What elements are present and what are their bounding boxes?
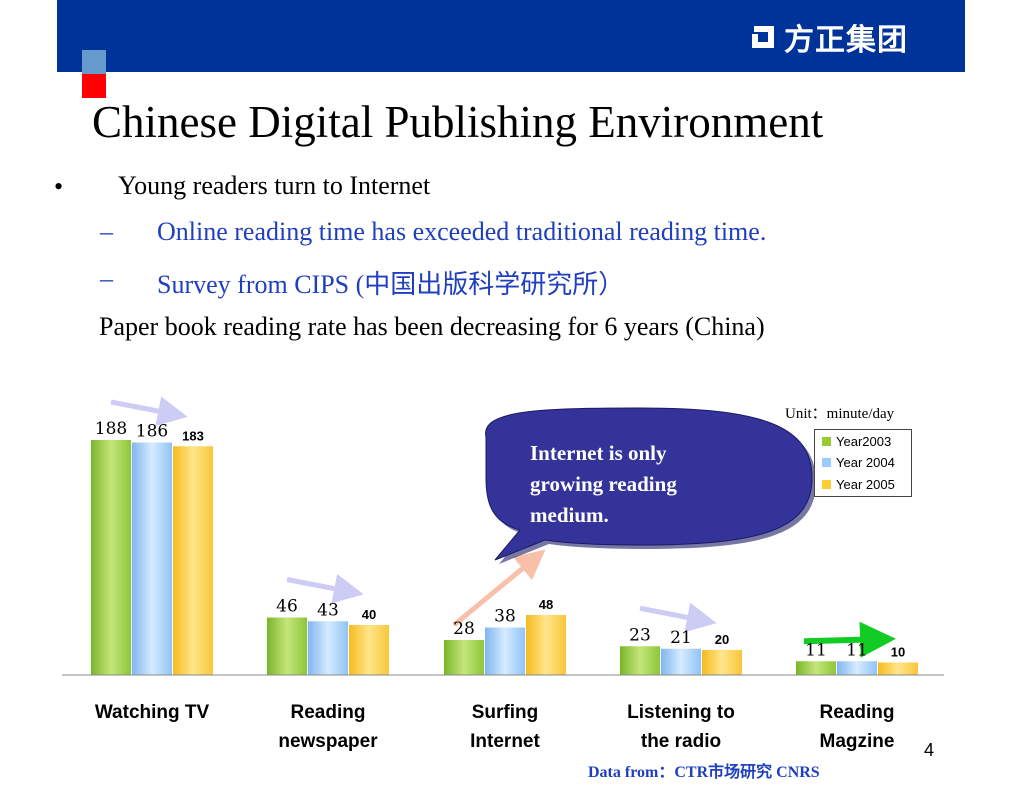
category-label-4-1: Magzine — [820, 731, 895, 752]
data-label-4-1: 11 — [846, 640, 868, 660]
legend-label-2003: Year2003 — [836, 434, 892, 449]
data-label-3-0: 23 — [629, 625, 651, 645]
data-label-2-2: 48 — [539, 597, 553, 612]
trend-arrow-4 — [803, 621, 896, 658]
bar-4-1 — [837, 661, 877, 675]
category-label-0-0: Watching TV — [95, 702, 210, 723]
data-label-2-1: 38 — [494, 607, 516, 627]
data-label-0-1: 186 — [136, 422, 168, 442]
data-label-0-0: 188 — [95, 419, 127, 439]
legend-label-2005: Year 2005 — [836, 477, 895, 492]
page-number: 4 — [924, 740, 935, 760]
data-label-3-2: 20 — [715, 632, 729, 647]
data-label-1-1: 43 — [317, 600, 339, 620]
bar-0-1 — [132, 442, 172, 675]
legend-item-2003: Year2003 — [822, 434, 891, 449]
bar-0-2 — [173, 446, 213, 675]
slide-title: Chinese Digital Publishing Environment — [92, 97, 824, 147]
logo-text: 方正集团 — [784, 23, 908, 58]
unit-label: Unit：minute/day — [785, 406, 895, 422]
bar-3-1 — [661, 648, 701, 675]
category-label-1-0: Reading — [291, 702, 366, 723]
category-label-2-1: Internet — [470, 731, 540, 752]
data-label-4-0: 11 — [805, 640, 827, 660]
company-logo: 方正集团 — [748, 16, 908, 58]
category-label-3-1: the radio — [641, 731, 721, 752]
legend-swatch-2005 — [822, 480, 831, 489]
bullet-young-readers: Young readers turn to Internet — [118, 171, 431, 200]
bullet-symbol: • — [54, 172, 64, 201]
category-label-3-0: Listening to — [627, 702, 735, 723]
data-label-3-1: 21 — [670, 628, 692, 648]
legend-item-2005: Year 2005 — [822, 477, 895, 492]
legend-label-2004: Year 2004 — [836, 455, 895, 470]
dash-symbol-2: – — [100, 264, 113, 293]
bar-2-1 — [485, 627, 525, 675]
bar-4-0 — [796, 661, 836, 675]
data-source: Data from：CTR市场研究 CNRS — [588, 764, 820, 781]
data-label-4-2: 10 — [891, 645, 905, 660]
trend-arrow-3 — [639, 602, 717, 633]
legend-swatch-2004 — [822, 458, 831, 467]
data-label-1-0: 46 — [276, 597, 298, 617]
decor-square-red — [82, 74, 106, 98]
category-label-1-1: newspaper — [278, 731, 378, 752]
legend-swatch-2003 — [822, 437, 831, 446]
data-label-0-2: 183 — [182, 428, 204, 443]
trend-arrow-1 — [286, 573, 364, 604]
paper-reading-statement: Paper book reading rate has been decreas… — [99, 312, 765, 341]
bar-4-2 — [878, 662, 918, 675]
header-bar — [57, 0, 965, 72]
bar-2-2 — [526, 615, 566, 675]
bar-1-1 — [308, 621, 348, 675]
bar-3-0 — [620, 646, 660, 675]
sub-bullet-online-reading: Online reading time has exceeded traditi… — [157, 217, 767, 246]
category-label-2-0: Surfing — [472, 702, 539, 723]
category-label-4-0: Reading — [820, 702, 895, 723]
trend-arrow-0 — [110, 396, 188, 426]
chart-legend: Year2003 Year 2004 Year 2005 — [814, 429, 912, 497]
decor-square-blue — [82, 50, 106, 74]
bar-2-0 — [444, 640, 484, 675]
founder-logo-icon — [752, 26, 774, 48]
data-label-2-0: 28 — [453, 619, 475, 639]
callout-bubble — [485, 407, 813, 561]
trend-arrow-2 — [452, 549, 546, 627]
bar-1-0 — [267, 617, 307, 675]
dash-symbol-1: – — [100, 217, 113, 246]
callout-text: Internet is only growing reading medium. — [530, 441, 677, 527]
bar-0-0 — [91, 440, 131, 675]
legend-item-2004: Year 2004 — [822, 455, 895, 470]
data-label-1-2: 40 — [362, 607, 376, 622]
bar-3-2 — [702, 650, 742, 675]
bar-1-2 — [349, 625, 389, 675]
sub-bullet-survey: Survey from CIPS (中国出版科学研究所） — [157, 270, 625, 299]
